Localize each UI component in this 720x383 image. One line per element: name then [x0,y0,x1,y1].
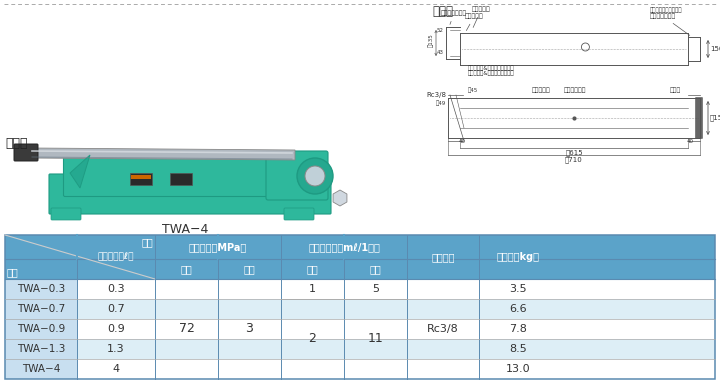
Text: Rc3/8: Rc3/8 [427,324,459,334]
Text: 高圧: 高圧 [181,264,192,274]
Text: 3: 3 [246,322,253,336]
Bar [5,235,715,379]
Text: 形式: 形式 [7,267,19,277]
Text: 2: 2 [309,332,316,345]
Bar [5,235,715,279]
Text: 8.5: 8.5 [509,344,527,354]
Circle shape [297,158,333,194]
Text: 13.0: 13.0 [505,364,531,374]
Text: 0.9: 0.9 [107,324,125,334]
Text: 吐出圧力（MPa）: 吐出圧力（MPa） [189,242,247,252]
Text: 高圧: 高圧 [307,264,318,274]
Text: 操作吐出量（mℓ/1回）: 操作吐出量（mℓ/1回） [308,242,380,252]
Text: TWA−0.3: TWA−0.3 [17,284,65,294]
Bar [131,175,151,179]
Bar [5,319,715,339]
Text: 低圧: 低圧 [243,264,256,274]
Text: オイルタンク: オイルタンク [564,87,587,93]
Bar [5,339,715,359]
Text: 52: 52 [437,28,444,33]
Text: Rc3/8: Rc3/8 [426,92,446,98]
FancyBboxPatch shape [14,144,38,161]
Text: 約150: 約150 [710,115,720,121]
Text: 40: 40 [459,139,466,144]
Text: 5: 5 [372,284,379,294]
Text: 72: 72 [179,322,194,336]
Text: 1: 1 [309,284,316,294]
FancyBboxPatch shape [51,208,81,220]
Text: 寸法図: 寸法図 [432,5,453,18]
Text: 仕様表: 仕様表 [5,137,27,150]
Text: 約710: 約710 [565,156,583,163]
Bar [5,279,715,299]
Text: TWA−1.3: TWA−1.3 [17,344,66,354]
Text: 低圧安全弁: 低圧安全弁 [472,7,491,28]
Text: 43: 43 [437,51,444,56]
Text: TWA−4: TWA−4 [22,364,60,374]
Bar [130,173,152,185]
FancyBboxPatch shape [266,151,328,200]
Text: 3.5: 3.5 [509,284,527,294]
Polygon shape [70,155,90,188]
Text: TWA−0.9: TWA−0.9 [17,324,65,334]
Text: 約49: 約49 [436,100,446,106]
Text: 質量約（kg）: 質量約（kg） [497,252,539,262]
Text: 約615: 約615 [565,149,582,155]
Text: 有効油量（ℓ）: 有効油量（ℓ） [98,252,134,262]
Text: サクション&デリベリ（高圧）: サクション&デリベリ（高圧） [468,70,515,76]
Text: 4: 4 [112,364,120,374]
Text: 150: 150 [710,46,720,52]
Text: ※使用油はマシン油ISOVG10又は相当品をご使用ください。: ※使用油はマシン油ISOVG10又は相当品をご使用ください。 [5,382,171,383]
Bar [5,279,77,299]
Text: 約45: 約45 [468,87,478,93]
Bar [5,339,77,359]
Text: 1.3: 1.3 [107,344,125,354]
Text: TWA−4: TWA−4 [162,223,208,236]
Text: ポート径: ポート径 [431,252,455,262]
Circle shape [305,166,325,186]
FancyBboxPatch shape [284,208,314,220]
Text: 7.8: 7.8 [509,324,527,334]
FancyBboxPatch shape [63,152,282,196]
Text: サクション&デリベリ（低圧）: サクション&デリベリ（低圧） [468,65,515,71]
Text: ハンドル鞘: ハンドル鞘 [532,87,551,93]
Bar [5,299,715,319]
Text: 6.6: 6.6 [509,304,527,314]
Bar [170,173,192,185]
Text: 40: 40 [686,139,693,144]
Text: 項目: 項目 [141,237,153,247]
Text: 0.3: 0.3 [107,284,125,294]
Text: 低圧: 低圧 [369,264,382,274]
Text: 約135: 約135 [428,33,434,47]
Text: フック: フック [670,87,681,93]
Bar [5,359,715,379]
Bar [5,359,77,379]
FancyBboxPatch shape [49,174,331,214]
Bar [5,299,77,319]
Text: 高圧安全弁: 高圧安全弁 [465,13,484,31]
Text: レリースバルブ: レリースバルブ [441,10,467,25]
Text: 検油棒及び給油口兼用: 検油棒及び給油口兼用 [650,7,683,13]
Text: エア抜きプラグ: エア抜きプラグ [650,13,690,35]
Polygon shape [30,148,295,160]
Bar [5,319,77,339]
Text: 0.7: 0.7 [107,304,125,314]
Text: TWA−0.7: TWA−0.7 [17,304,65,314]
FancyBboxPatch shape [696,98,703,139]
Text: 11: 11 [368,332,383,345]
